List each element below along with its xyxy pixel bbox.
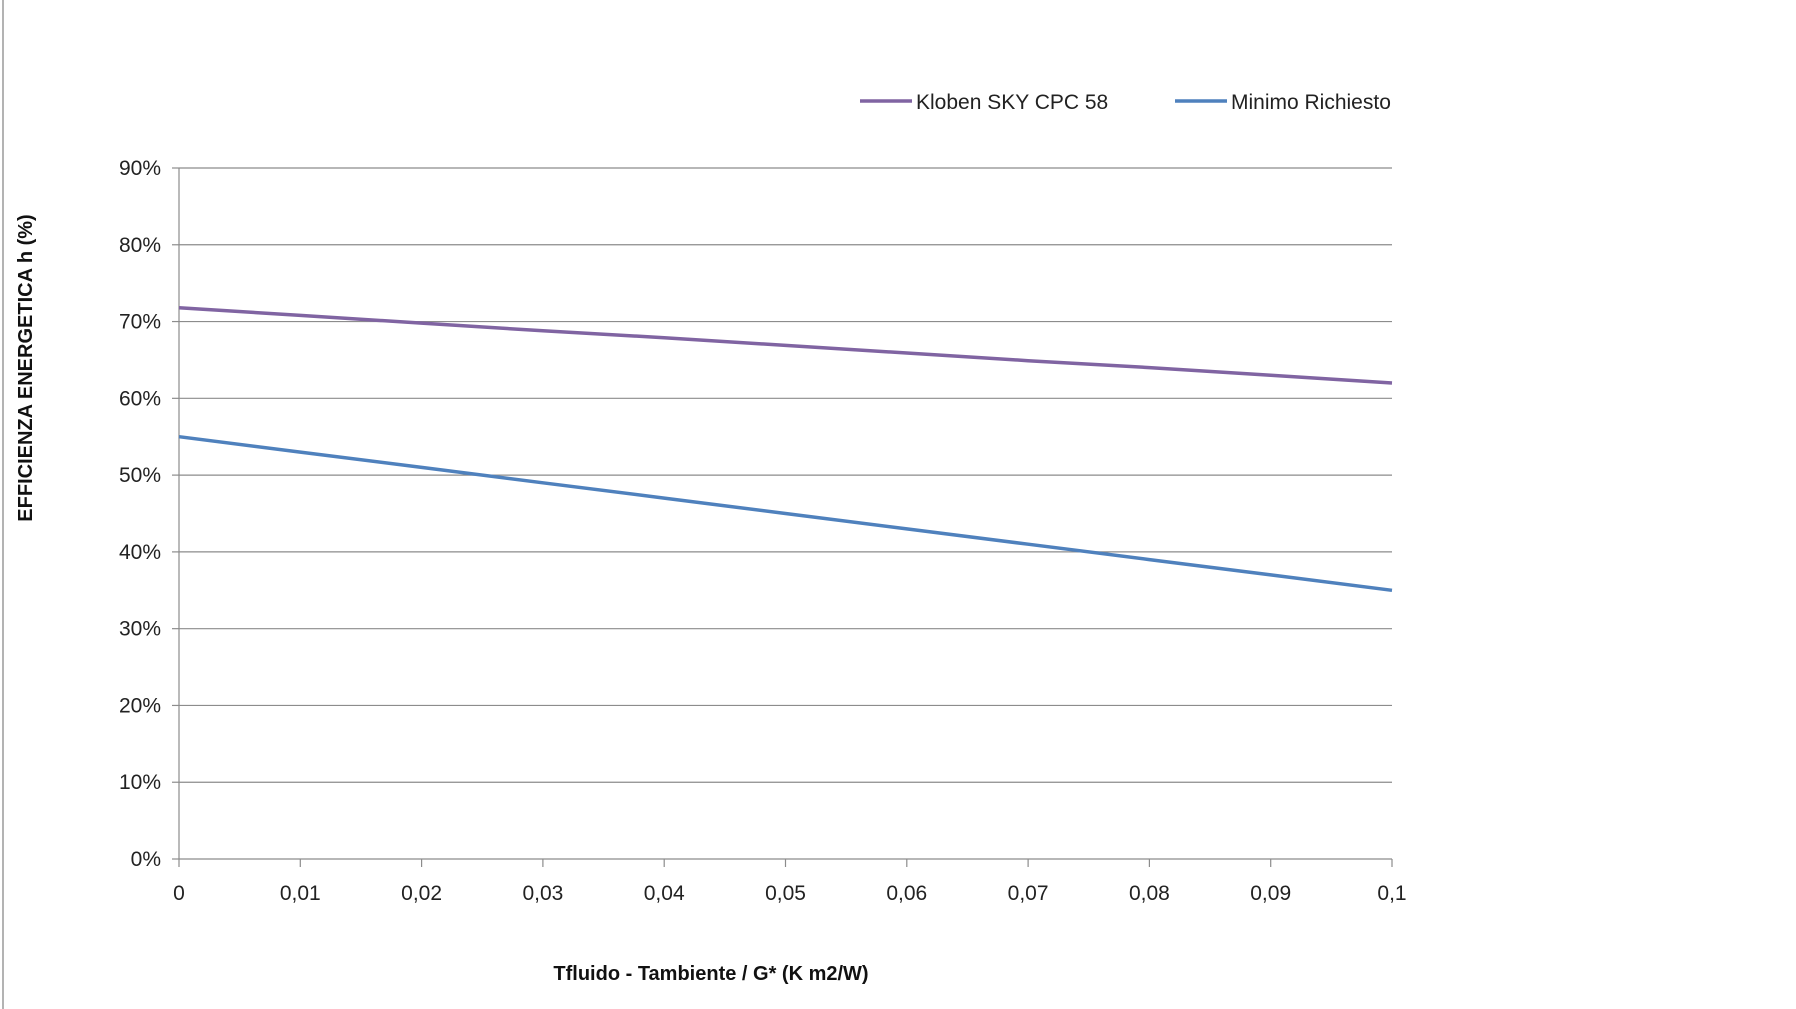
axes: 0% 10% 20% 30% 40% 50% 60% 70% 80% 90% 0 0,01 0,02 0,… <box>119 157 1407 905</box>
x-tick-label: 0,07 <box>1008 882 1049 905</box>
y-tick-label: 20% <box>119 694 161 717</box>
y-tick-label: 50% <box>119 464 161 487</box>
legend-label-2: Minimo Richiesto <box>1231 91 1391 114</box>
x-tick-label: 0 <box>173 882 185 905</box>
x-tick-label: 0,03 <box>522 882 563 905</box>
x-tick-label: 0,09 <box>1250 882 1291 905</box>
x-tick-label: 0,04 <box>644 882 685 905</box>
y-tick-label: 70% <box>119 311 161 334</box>
y-tick-label: 10% <box>119 771 161 794</box>
x-tick-label: 0,08 <box>1129 882 1170 905</box>
y-tick-label: 0% <box>131 848 161 871</box>
series-line-2 <box>178 434 1393 593</box>
y-tick-label: 80% <box>119 234 161 257</box>
y-tick-label: 90% <box>119 157 161 180</box>
series-lines <box>178 305 1393 593</box>
legend: Kloben SKY CPC 58 Minimo Richiesto <box>860 91 1391 114</box>
x-tick-label: 0,02 <box>401 882 442 905</box>
x-tick-label: 0,01 <box>280 882 321 905</box>
y-tick-label: 30% <box>119 618 161 641</box>
x-axis-title: Tfluido - Tambiente / G* (K m2/W) <box>553 963 868 985</box>
legend-label-1: Kloben SKY CPC 58 <box>916 91 1108 114</box>
x-tick-label: 0,1 <box>1377 882 1406 905</box>
y-tick-label: 60% <box>119 387 161 410</box>
series-line-1 <box>178 305 1393 385</box>
x-tick-label: 0,05 <box>765 882 806 905</box>
y-tick-label: 40% <box>119 541 161 564</box>
x-tick-label: 0,06 <box>886 882 927 905</box>
y-axis-title: EFFICIENZA ENERGETICA h (%) <box>15 214 37 521</box>
gridlines <box>179 167 1392 783</box>
